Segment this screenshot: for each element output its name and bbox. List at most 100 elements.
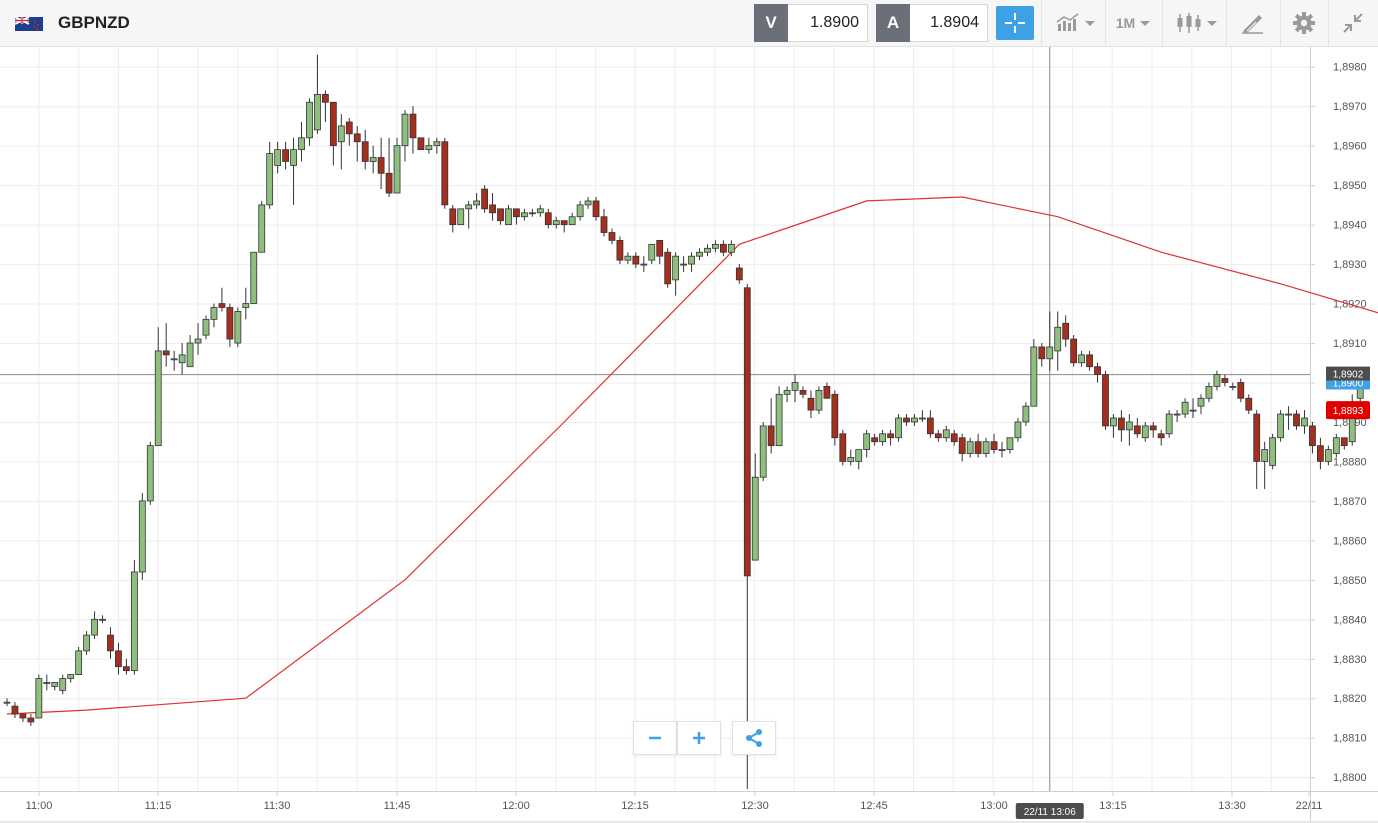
- zoom-in-button[interactable]: [677, 721, 721, 755]
- indicators-icon: [1056, 13, 1078, 31]
- candle: [1078, 350, 1085, 367]
- x-tick-label: 11:00: [26, 800, 53, 812]
- candle: [831, 390, 839, 446]
- candle-body: [1213, 374, 1221, 387]
- candle: [361, 129, 369, 170]
- candle-body: [369, 157, 377, 162]
- candle-body: [186, 342, 194, 368]
- candle: [807, 390, 815, 419]
- candle-body: [1332, 437, 1340, 454]
- share-button[interactable]: [732, 721, 776, 755]
- candle: [1285, 406, 1292, 430]
- candle-body: [1309, 425, 1316, 447]
- candle-body: [425, 145, 433, 151]
- candle: [27, 714, 35, 726]
- candle-body: [138, 500, 146, 573]
- drawing-tools-button[interactable]: [1234, 6, 1272, 40]
- candle-body: [807, 397, 815, 411]
- candle-body: [672, 255, 680, 281]
- chart-type-dropdown[interactable]: [1170, 6, 1222, 40]
- candle-body: [146, 445, 154, 502]
- candle-body: [600, 216, 608, 233]
- candle: [536, 204, 544, 217]
- candle: [51, 682, 59, 691]
- candle: [1293, 410, 1300, 430]
- y-tick-label: 1,8960: [1333, 141, 1367, 153]
- candle-body: [409, 113, 417, 139]
- fullscreen-toggle-button[interactable]: [1336, 6, 1370, 40]
- settings-button[interactable]: [1286, 6, 1322, 40]
- y-tick-label: 1,8880: [1333, 456, 1367, 468]
- candle: [696, 248, 703, 261]
- candle: [242, 287, 250, 320]
- price-chart[interactable]: 1,8800 1,8810 1,8820 1,8830 1,8840 1,8850 1,88…: [0, 47, 1378, 823]
- candle: [1125, 414, 1133, 446]
- indicators-button[interactable]: [1050, 6, 1100, 40]
- candle-body: [934, 433, 942, 439]
- candle-body: [536, 208, 544, 214]
- candle-body: [1197, 397, 1205, 407]
- candle-body: [345, 121, 353, 135]
- candle: [895, 414, 902, 442]
- candle: [345, 118, 353, 146]
- candle-body: [704, 247, 711, 253]
- candle: [664, 248, 672, 288]
- candle-body: [775, 393, 783, 447]
- candle-body: [353, 133, 361, 143]
- candle-body: [1229, 386, 1237, 388]
- candle-body: [759, 425, 767, 478]
- candle-body: [1317, 445, 1324, 462]
- candle-body: [43, 682, 51, 684]
- timeframe-dropdown[interactable]: 1M: [1110, 6, 1156, 40]
- candle: [377, 137, 385, 190]
- candle-body: [640, 263, 648, 266]
- candle: [1022, 402, 1030, 426]
- y-tick-label: 1,8980: [1333, 62, 1367, 74]
- candle: [186, 335, 194, 368]
- candle: [441, 137, 449, 209]
- gear-icon: [1293, 12, 1315, 34]
- candle: [234, 307, 242, 347]
- candle: [1277, 410, 1284, 442]
- crosshair-button[interactable]: [996, 6, 1034, 40]
- candle-body: [735, 267, 743, 281]
- candle: [720, 240, 727, 257]
- candle-body: [250, 251, 258, 304]
- candle: [608, 228, 616, 245]
- x-tick-label: 11:15: [145, 800, 172, 812]
- zoom-out-button[interactable]: [633, 721, 677, 755]
- candle: [926, 410, 934, 438]
- sell-price: 1.8900: [810, 14, 859, 31]
- candle-body: [552, 220, 560, 226]
- candle: [1317, 437, 1324, 470]
- candle-body: [1006, 437, 1014, 450]
- candle-body: [982, 441, 990, 454]
- candle-body: [799, 389, 807, 395]
- bid-price-label: 1,8900: [1333, 378, 1364, 389]
- y-tick-label: 1,8860: [1333, 535, 1367, 547]
- candle: [640, 256, 648, 272]
- buy-price-button[interactable]: A 1.8904: [876, 4, 988, 42]
- candle-body: [1237, 382, 1245, 399]
- buy-price: 1.8904: [930, 14, 979, 31]
- candle-body: [616, 240, 624, 261]
- candle-body: [1094, 366, 1101, 375]
- chart-toolbar: GBPNZD V 1.8900 A 1.8904 1M: [0, 0, 1378, 47]
- candle: [337, 114, 345, 170]
- candle: [648, 243, 656, 265]
- candle: [600, 208, 608, 237]
- x-tick-label: 13:30: [1218, 800, 1246, 812]
- candle-body: [1253, 413, 1261, 462]
- candle: [576, 200, 584, 221]
- y-tick-label: 1,8970: [1333, 101, 1367, 113]
- candle-body: [1149, 425, 1157, 431]
- candle-body: [648, 243, 656, 261]
- sell-price-button[interactable]: V 1.8900: [754, 4, 868, 42]
- x-tick-label: 11:30: [264, 800, 291, 812]
- candle: [115, 642, 122, 675]
- candle-body: [720, 243, 727, 253]
- uk-nz-flag-icon: [15, 17, 43, 31]
- candle-body: [115, 650, 122, 668]
- candle: [1133, 418, 1141, 438]
